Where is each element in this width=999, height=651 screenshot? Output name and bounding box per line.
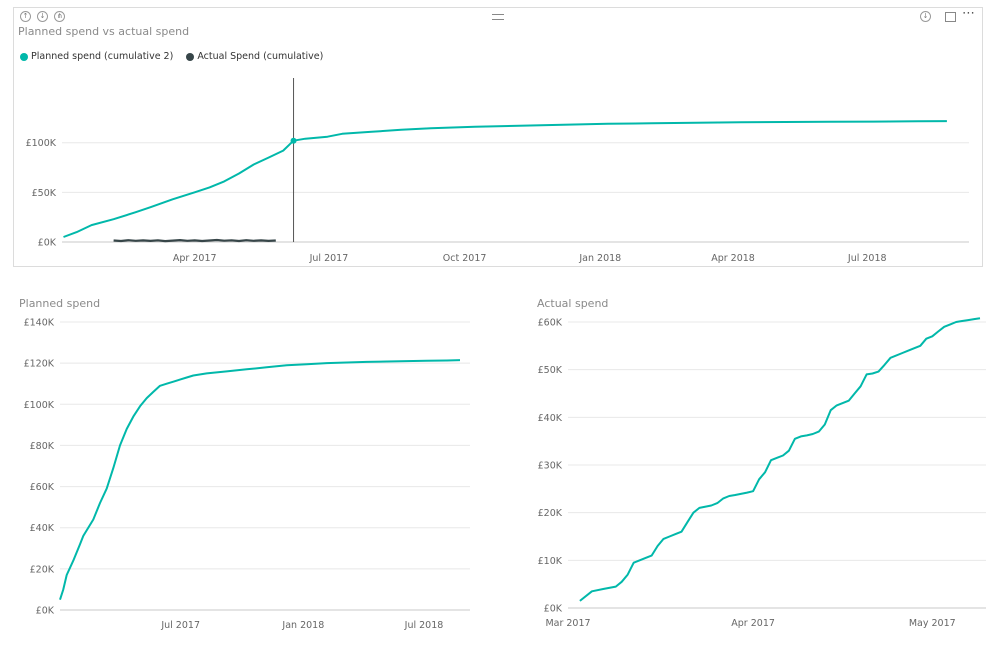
more-options-button[interactable]: ⋯ <box>962 6 975 21</box>
x-tick-label: Mar 2017 <box>545 618 590 629</box>
x-tick-label: Apr 2017 <box>731 618 775 629</box>
y-tick-label: £60K <box>538 318 563 329</box>
series-line-primary <box>63 120 947 238</box>
x-tick-label: Jul 2018 <box>847 253 887 264</box>
y-tick-label: £20K <box>30 564 55 575</box>
series-line-primary <box>59 359 461 601</box>
x-tick-label: Jul 2017 <box>309 253 349 264</box>
y-tick-label: £100K <box>26 138 57 149</box>
y-tick-label: £50K <box>538 365 563 376</box>
combined-chart-panel: ↑ ↓ ⋔ ↓ ⋯ Planned spend vs actual spend … <box>13 6 983 267</box>
legend-label-planned: Planned spend (cumulative 2) <box>31 51 174 62</box>
y-tick-label: £0K <box>38 238 57 249</box>
legend-label-actual: Actual Spend (cumulative) <box>197 51 324 62</box>
x-tick-label: Oct 2017 <box>443 253 487 264</box>
y-tick-label: £140K <box>24 318 55 329</box>
y-tick-label: £50K <box>32 188 57 199</box>
legend-item-planned[interactable]: Planned spend (cumulative 2) <box>20 51 173 62</box>
arrow-up-icon[interactable]: ↑ <box>20 11 31 22</box>
planned-line-chart[interactable]: £0K £20K £40K £60K £80K £100K £120K £140K Jul 20… <box>0 290 480 650</box>
y-tick-label: £40K <box>30 523 55 534</box>
y-tick-label: £0K <box>544 604 563 615</box>
y-tick-label: £100K <box>24 400 55 411</box>
export-icon[interactable]: ↓ <box>920 11 931 22</box>
y-tick-label: £120K <box>24 359 55 370</box>
x-tick-label: Jul 2018 <box>404 620 444 631</box>
planned-chart-panel: Planned spend £0K £20K £40K £60K £80K £100K £1… <box>0 290 480 650</box>
chart-title: Actual spend <box>537 297 609 310</box>
y-tick-label: £20K <box>538 508 563 519</box>
x-tick-label: Apr 2018 <box>711 253 755 264</box>
legend-marker-actual <box>186 52 195 61</box>
y-tick-label: £80K <box>30 441 55 452</box>
hover-point-marker <box>290 137 297 144</box>
chart-title: Planned spend <box>19 297 101 310</box>
y-tick-label: £0K <box>36 606 55 617</box>
y-tick-label: £60K <box>30 482 55 493</box>
double-arrow-down-icon[interactable]: ↓ <box>37 11 48 22</box>
series-line-primary <box>579 317 981 602</box>
y-tick-label: £10K <box>538 556 563 567</box>
x-tick-label: Jan 2018 <box>281 620 324 631</box>
x-tick-label: Jan 2018 <box>578 253 621 264</box>
x-tick-label: May 2017 <box>909 618 956 629</box>
series-line-secondary <box>113 238 276 243</box>
legend-item-actual[interactable]: Actual Spend (cumulative) <box>186 51 323 62</box>
chart-title: Planned spend vs actual spend <box>18 25 190 38</box>
x-tick-label: Jul 2017 <box>160 620 200 631</box>
y-tick-label: £30K <box>538 461 563 472</box>
fork-icon[interactable]: ⋔ <box>54 11 65 22</box>
focus-mode-icon[interactable] <box>945 12 956 22</box>
legend-marker-planned <box>20 52 28 61</box>
actual-chart-panel: Actual spend £0K £10K £20K £30K £40K £50K £60K… <box>510 290 999 650</box>
legend: Planned spend (cumulative 2) Actual Spen… <box>20 51 333 64</box>
actual-line-chart[interactable]: £0K £10K £20K £30K £40K £50K £60K Mar 2017 Apr 2… <box>510 290 999 650</box>
x-tick-label: Apr 2017 <box>173 253 217 264</box>
combined-line-chart[interactable]: £0K £50K £100K Apr 2017 Jul 2017 Oct 2017 Jan … <box>14 8 982 266</box>
drag-handle-icon[interactable] <box>492 14 504 20</box>
y-tick-label: £40K <box>538 413 563 424</box>
